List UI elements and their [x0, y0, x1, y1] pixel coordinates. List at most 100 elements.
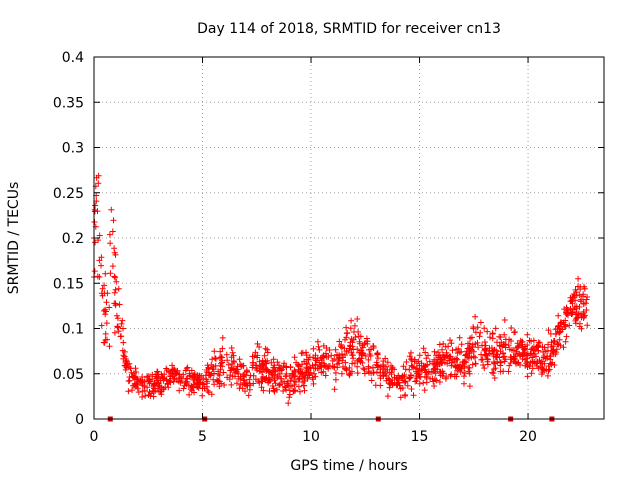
- data-point: [428, 369, 435, 376]
- data-point: [293, 359, 300, 366]
- data-point: [191, 389, 197, 396]
- data-point: [99, 285, 106, 292]
- data-point: [96, 257, 103, 264]
- y-tick-label: 0.1: [62, 322, 84, 338]
- data-point: [351, 329, 357, 335]
- data-point: [349, 352, 356, 358]
- data-point: [182, 367, 189, 374]
- data-point: [127, 365, 134, 372]
- data-point: [416, 368, 422, 375]
- data-point: [303, 349, 309, 356]
- data-point: [230, 366, 237, 373]
- data-point: [582, 300, 589, 307]
- data-point: [216, 372, 223, 379]
- data-point: [312, 373, 319, 380]
- data-point: [109, 263, 116, 270]
- data-point: [208, 361, 215, 368]
- data-point: [506, 362, 513, 369]
- data-point: [211, 381, 218, 388]
- data-point: [547, 360, 554, 367]
- data-point: [113, 312, 120, 319]
- data-point: [331, 356, 338, 362]
- data-point: [533, 363, 540, 369]
- data-point: [91, 268, 98, 275]
- data-point: [254, 367, 260, 373]
- data-point: [241, 380, 248, 387]
- data-point: [179, 378, 185, 385]
- data-point: [298, 350, 305, 357]
- data-point: [449, 359, 456, 366]
- data-point: [477, 319, 484, 326]
- data-point: [524, 331, 531, 338]
- data-point: [299, 379, 306, 385]
- data-point: [186, 370, 193, 377]
- x-tick-label: 0: [90, 429, 99, 445]
- data-point: [180, 385, 187, 392]
- data-point: [478, 356, 485, 363]
- data-point: [277, 375, 284, 382]
- data-point: [461, 380, 467, 387]
- data-point: [420, 363, 427, 370]
- data-point: [458, 341, 465, 348]
- data-point: [456, 349, 463, 356]
- data-point: [193, 380, 200, 387]
- data-point: [500, 368, 507, 375]
- data-point: [538, 371, 545, 378]
- data-point: [530, 347, 537, 354]
- data-point: [252, 362, 259, 369]
- data-point: [468, 334, 475, 341]
- data-point: [212, 362, 219, 369]
- x-tick-label: 10: [302, 429, 320, 445]
- data-point: [420, 345, 427, 352]
- data-point: [286, 391, 293, 398]
- data-point: [321, 362, 328, 369]
- data-point: [120, 325, 126, 332]
- data-point: [374, 350, 381, 356]
- data-point: [111, 249, 118, 256]
- data-point: [102, 270, 109, 277]
- data-point: [125, 388, 132, 395]
- data-point: [497, 334, 504, 341]
- data-point: [332, 376, 339, 383]
- data-point: [277, 381, 283, 388]
- data-point: [114, 323, 121, 330]
- data-point: [112, 274, 119, 281]
- data-point: [388, 371, 395, 378]
- data-point: [115, 328, 122, 335]
- data-point: [102, 330, 109, 337]
- data-point: [393, 375, 400, 382]
- data-point: [233, 380, 240, 387]
- data-point: [368, 377, 375, 384]
- data-point: [499, 343, 506, 350]
- data-point: [150, 393, 157, 400]
- data-point: [447, 353, 454, 360]
- data-point: [400, 363, 407, 370]
- data-point: [292, 368, 299, 375]
- data-point: [553, 346, 560, 353]
- data-point: [274, 359, 281, 366]
- data-point: [448, 362, 455, 369]
- data-point: [544, 372, 551, 379]
- data-point: [447, 372, 454, 379]
- data-point: [387, 381, 394, 388]
- data-point: [339, 351, 345, 357]
- data-point: [365, 356, 372, 363]
- data-point: [297, 388, 303, 395]
- data-point: [249, 359, 256, 366]
- data-point: [374, 351, 380, 357]
- data-point: [501, 331, 508, 338]
- data-point: [507, 360, 514, 366]
- data-point: [416, 380, 423, 387]
- data-point: [493, 353, 500, 360]
- data-point: [209, 356, 216, 363]
- data-point: [299, 370, 305, 377]
- data-point: [259, 357, 266, 364]
- data-point: [550, 349, 557, 356]
- data-point: [484, 361, 491, 368]
- data-point: [580, 308, 587, 315]
- data-point: [272, 380, 279, 387]
- data-point: [431, 383, 438, 389]
- data-point: [169, 367, 176, 374]
- data-point: [137, 379, 144, 386]
